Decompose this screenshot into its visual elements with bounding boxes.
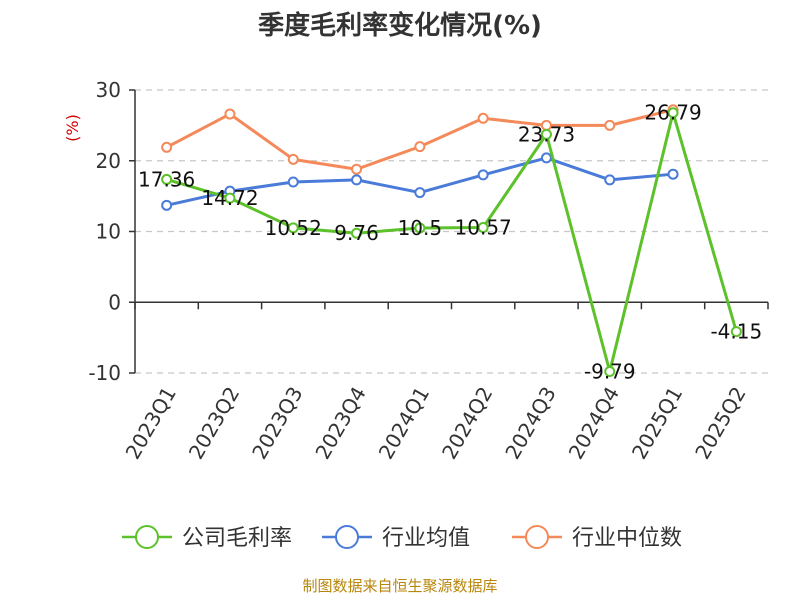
legend-label: 行业均值 xyxy=(382,526,470,551)
x-tick-label: 2024Q1 xyxy=(374,383,434,464)
data-point xyxy=(477,112,489,124)
data-point xyxy=(414,187,426,199)
data-point xyxy=(414,141,426,153)
y-tick-label: -10 xyxy=(88,361,121,385)
x-tick-label: 2024Q2 xyxy=(437,383,497,464)
y-tick-label: 0 xyxy=(108,290,121,314)
data-label: -9.79 xyxy=(584,360,636,384)
data-label: 9.76 xyxy=(334,221,379,245)
data-point xyxy=(161,199,173,211)
source-note: 制图数据来自恒生聚源数据库 xyxy=(302,577,497,595)
data-label: 23.73 xyxy=(518,122,575,146)
data-point xyxy=(224,192,236,204)
series-layer xyxy=(161,104,742,378)
data-label: 10.52 xyxy=(265,216,322,240)
legend-marker xyxy=(135,525,159,549)
chart-title: 季度毛利率变化情况(%) xyxy=(258,10,542,41)
data-label: 26.79 xyxy=(644,101,701,125)
data-point xyxy=(667,168,679,180)
data-point xyxy=(224,108,236,120)
data-label: -4.15 xyxy=(710,320,762,344)
data-point xyxy=(477,169,489,181)
data-point xyxy=(351,163,363,175)
x-tick-label: 2024Q3 xyxy=(500,383,560,464)
legend-label: 行业中位数 xyxy=(572,526,682,551)
data-point xyxy=(540,128,552,140)
legend-label: 公司毛利率 xyxy=(182,526,292,551)
legend-marker xyxy=(335,525,359,549)
x-tick-label: 2024Q4 xyxy=(564,383,624,464)
x-tick-label: 2023Q3 xyxy=(247,383,307,464)
data-point xyxy=(604,366,616,378)
y-axis-unit: (%) xyxy=(63,114,82,142)
legend-marker xyxy=(525,525,549,549)
y-tick-label: 20 xyxy=(96,149,121,173)
x-tick-label: 2023Q4 xyxy=(310,383,370,464)
data-point xyxy=(351,174,363,186)
x-tick-label: 2023Q1 xyxy=(121,383,181,464)
data-point xyxy=(604,174,616,186)
data-point xyxy=(667,107,679,119)
data-point xyxy=(351,227,363,239)
data-label: 14.72 xyxy=(201,186,258,210)
x-tick-label: 2025Q1 xyxy=(627,383,687,464)
data-point xyxy=(414,222,426,234)
x-tick-label: 2025Q2 xyxy=(690,383,750,464)
data-point xyxy=(604,119,616,131)
x-tick-label: 2023Q2 xyxy=(184,383,244,464)
data-point xyxy=(161,173,173,185)
data-point xyxy=(161,141,173,153)
data-point xyxy=(540,152,552,164)
data-point xyxy=(730,326,742,338)
data-point xyxy=(477,221,489,233)
legend: 公司毛利率 行业均值 行业中位数 xyxy=(122,525,682,551)
data-label: 10.57 xyxy=(455,215,512,239)
y-tick-label: 10 xyxy=(96,220,121,244)
data-label: 17.36 xyxy=(138,167,195,191)
data-point xyxy=(287,176,299,188)
data-point xyxy=(287,222,299,234)
data-label: 10.5 xyxy=(398,216,443,240)
y-tick-label: 30 xyxy=(96,78,121,102)
series-line xyxy=(166,111,738,374)
data-point xyxy=(287,153,299,165)
